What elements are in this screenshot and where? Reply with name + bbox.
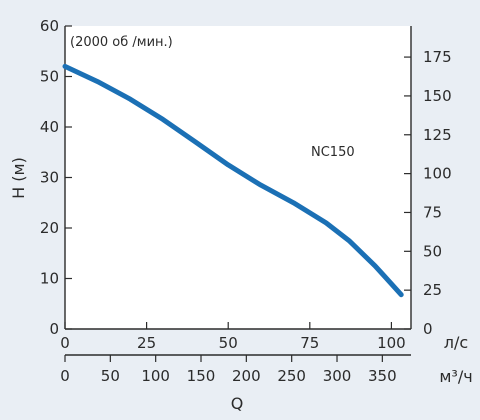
x-top-tick-label: 100 [377, 334, 406, 352]
x-top-tick-label: 75 [300, 334, 319, 352]
x-bottom-tick-label: 100 [141, 367, 170, 385]
y-right-tick-label: 175 [423, 48, 452, 66]
y-left-tick-label: 10 [40, 270, 59, 288]
x-bottom-tick-label: 250 [277, 367, 306, 385]
y-right-tick-label: 0 [423, 320, 433, 338]
x-bottom-tick-label: 150 [187, 367, 216, 385]
x-axis-label: Q [231, 394, 244, 413]
plot-area [65, 26, 411, 329]
y-right-tick-label: 75 [423, 203, 442, 221]
bottom-x-unit: м³/ч [439, 367, 472, 386]
y-right-tick-label: 150 [423, 87, 452, 105]
x-bottom-tick-label: 50 [101, 367, 120, 385]
y-left-tick-label: 20 [40, 219, 59, 237]
x-top-tick-label: 0 [60, 334, 70, 352]
series-line-nc150 [62, 63, 404, 298]
y-left-tick-label: 50 [40, 68, 59, 86]
y-left-tick-label: 40 [40, 118, 59, 136]
y-right-tick-label: 50 [423, 242, 442, 260]
y-right-tick-label: 125 [423, 126, 452, 144]
x-bottom-tick-label: 350 [368, 367, 397, 385]
x-bottom-tick-label: 200 [232, 367, 261, 385]
y-left-tick-label: 0 [49, 320, 59, 338]
y-left-tick-label: 30 [40, 169, 59, 187]
y-left-tick-label: 60 [40, 17, 59, 35]
axes-layer: 0 10 20 30 40 50 60 0 25 50 75 100 125 150 175 0 25 50 75 1… [40, 17, 452, 385]
top-x-unit: л/с [444, 333, 468, 352]
series-label-nc150: NC150 [311, 145, 355, 160]
y-right-tick-label: 25 [423, 281, 442, 299]
x-top-tick-label: 50 [219, 334, 238, 352]
series-layer [62, 63, 404, 298]
x-bottom-tick-label: 0 [60, 367, 70, 385]
speed-note: (2000 об /мин.) [70, 35, 173, 50]
x-top-tick-label: 25 [137, 334, 156, 352]
y-right-tick-label: 100 [423, 165, 452, 183]
x-bottom-tick-label: 300 [323, 367, 352, 385]
y-axis-label: H (м) [9, 157, 28, 199]
